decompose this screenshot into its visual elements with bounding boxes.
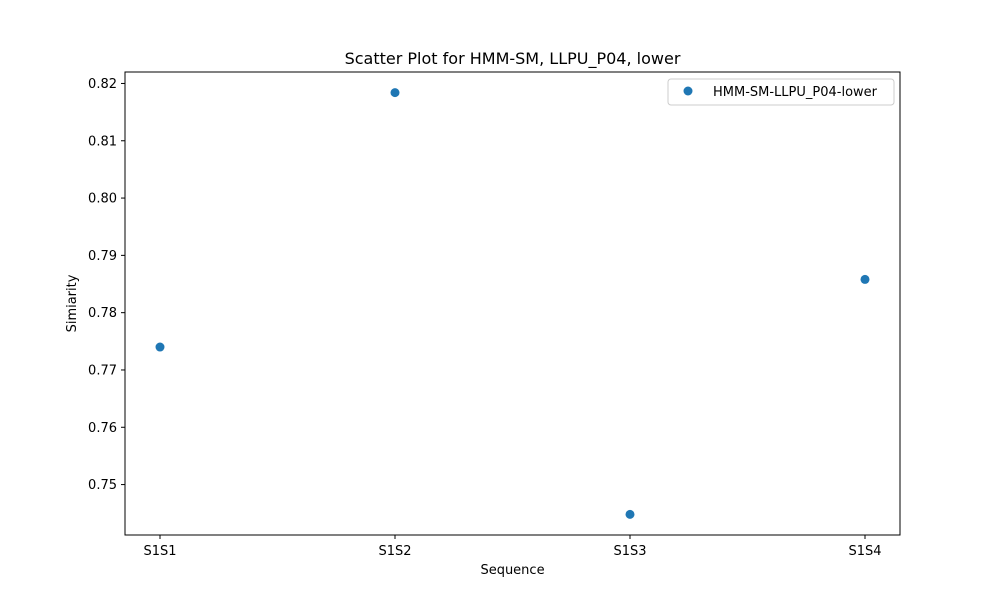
legend-marker [683, 86, 693, 96]
y-tick-label: 0.78 [88, 306, 117, 321]
x-tick-label: S1S3 [613, 544, 646, 559]
chart-title: Scatter Plot for HMM-SM, LLPU_P04, lower [345, 49, 681, 69]
y-tick-label: 0.76 [88, 421, 117, 436]
data-point [860, 274, 870, 284]
y-tick-label: 0.75 [88, 478, 117, 493]
data-point [625, 509, 635, 519]
data-point [155, 342, 165, 352]
legend: HMM-SM-LLPU_P04-lower [667, 78, 895, 106]
data-point [390, 88, 400, 98]
y-tick-label: 0.82 [88, 77, 117, 92]
x-axis: S1S1 S1S2 S1S3 S1S4 [143, 535, 882, 559]
y-tick-label: 0.77 [88, 363, 117, 378]
x-tick-label: S1S2 [378, 544, 411, 559]
x-tick-label: S1S1 [143, 544, 176, 559]
y-tick-label: 0.81 [88, 134, 117, 149]
y-tick-label: 0.79 [88, 249, 117, 264]
plot-frame [124, 71, 901, 536]
y-axis: 0.75 0.76 0.77 0.78 0.79 0.80 0.81 0.82 [88, 77, 125, 493]
y-axis-label: Simiarity [65, 274, 80, 332]
y-tick-label: 0.80 [88, 192, 117, 207]
legend-box [667, 78, 895, 106]
plot-area: 0.750.760.770.780.790.800.810.82 S1S1 S1S… [88, 71, 901, 559]
series-points [155, 88, 870, 519]
legend-label: HMM-SM-LLPU_P04-lower [713, 85, 878, 100]
x-tick-label: S1S4 [848, 544, 881, 559]
x-axis-label: Sequence [480, 563, 544, 578]
